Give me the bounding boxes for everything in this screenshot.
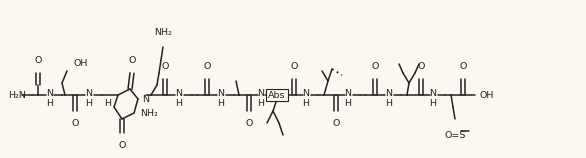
Text: O: O (161, 62, 169, 71)
Text: O=S: O=S (444, 131, 466, 140)
Text: O: O (35, 56, 42, 65)
Text: O: O (290, 62, 298, 71)
Text: OH: OH (479, 91, 493, 100)
Text: H: H (217, 98, 224, 107)
Text: H: H (175, 98, 182, 107)
Text: N: N (86, 88, 93, 97)
Text: H: H (104, 98, 111, 107)
Text: N: N (345, 88, 352, 97)
Text: O: O (118, 141, 125, 150)
Text: O: O (128, 56, 136, 65)
Text: N: N (257, 88, 264, 97)
Text: O: O (372, 62, 379, 71)
Text: O: O (203, 62, 211, 71)
Text: H: H (345, 98, 352, 107)
Text: H: H (430, 98, 437, 107)
Text: N: N (430, 88, 437, 97)
Text: N: N (175, 88, 182, 97)
Text: NH₂: NH₂ (140, 109, 158, 118)
Text: O: O (246, 119, 253, 128)
Text: NH₂: NH₂ (154, 28, 172, 37)
Text: N: N (142, 94, 149, 103)
Text: H: H (386, 98, 393, 107)
Text: N: N (217, 88, 224, 97)
Text: H: H (46, 98, 53, 107)
Text: O: O (332, 119, 340, 128)
Text: N: N (302, 88, 309, 97)
Text: H: H (257, 98, 264, 107)
Text: N: N (46, 88, 53, 97)
Text: O: O (417, 62, 425, 71)
Text: Abs: Abs (268, 91, 286, 100)
Text: H: H (86, 98, 93, 107)
Text: H₂N: H₂N (8, 91, 26, 100)
Text: O: O (71, 119, 79, 128)
Text: OH: OH (73, 58, 87, 67)
Text: O: O (459, 62, 466, 71)
Text: H: H (302, 98, 309, 107)
Text: N: N (386, 88, 393, 97)
